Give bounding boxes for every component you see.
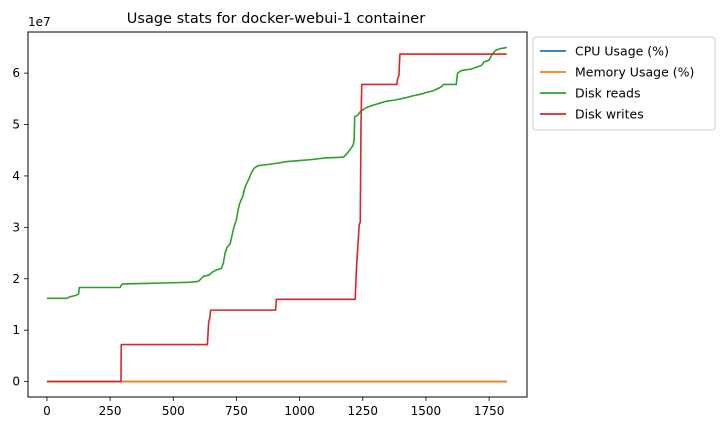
y-tick-label: 1 [12,323,20,337]
x-tick-label: 1250 [347,404,378,418]
series-line-4 [46,53,507,383]
y-tick-label: 2 [12,272,20,286]
x-tick-label: 1500 [411,404,442,418]
legend-label: CPU Usage (%) [575,44,669,59]
x-tick-label: 0 [43,404,51,418]
x-tick-label: 750 [225,404,248,418]
y-tick-label: 0 [12,375,20,389]
plot-frame [27,31,528,398]
series-layer [46,46,507,383]
y-offset-base: 1e7 [28,15,51,29]
legend-box [532,36,716,131]
legend: CPU Usage (%) Memory Usage (%) Disk reads D… [532,36,716,131]
y-offset-text: 1e7 [28,15,51,29]
chart-title: Usage stats for docker-webui-1 container [127,11,425,27]
y-tick-label: 5 [12,118,20,132]
y-axis: 0 1 2 3 4 5 6 [12,66,28,389]
x-tick-label: 1750 [474,404,505,418]
legend-label: Disk writes [575,107,644,122]
series-line-3 [46,46,507,300]
y-tick-label: 3 [12,220,20,234]
x-tick-label: 500 [162,404,185,418]
legend-label: Disk reads [575,86,641,101]
y-tick-label: 4 [12,169,20,183]
y-tick-label: 6 [12,66,20,80]
x-tick-label: 250 [99,404,122,418]
x-axis: 0 250 500 750 1000 1250 1500 1750 [43,397,504,418]
x-tick-label: 1000 [284,404,315,418]
legend-label: Memory Usage (%) [575,65,694,80]
